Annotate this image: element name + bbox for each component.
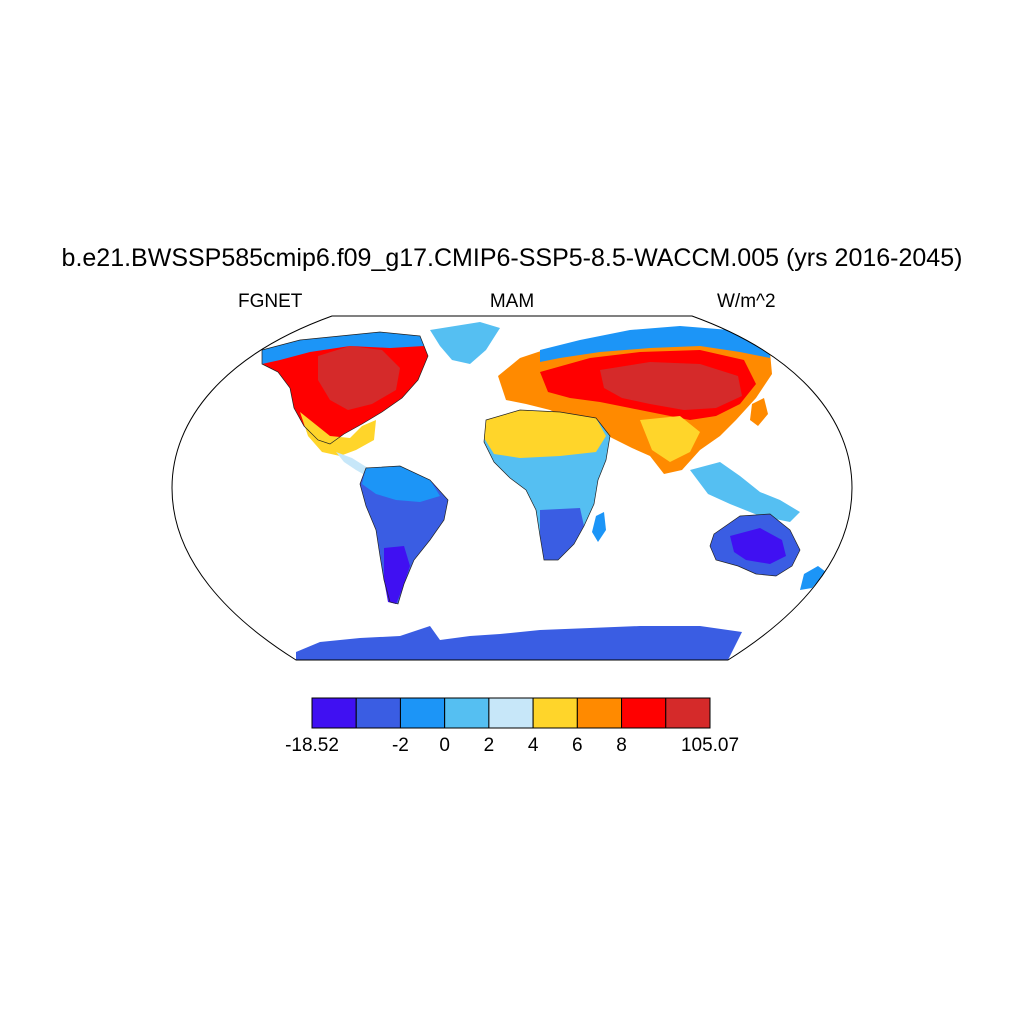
greenland: [430, 322, 500, 364]
colorbar-tick-label: 6: [572, 735, 583, 756]
north-america-south: [300, 412, 376, 456]
siberia-core: [600, 362, 742, 410]
tibet: [640, 416, 700, 462]
map-border: [171, 315, 853, 661]
colorbar-swatch: [621, 697, 667, 729]
land-fields: [262, 322, 826, 660]
colorbar-swatch: [355, 697, 401, 729]
colorbar-swatch: [488, 697, 534, 729]
australia-center: [730, 528, 786, 564]
japan: [750, 398, 768, 426]
colorbar-tick-label: 2: [483, 735, 495, 756]
variable-label: FGNET: [238, 291, 303, 312]
north-america-core: [318, 346, 400, 410]
colorbar-tick-label: 8: [616, 735, 627, 756]
southern-africa: [540, 508, 584, 560]
colorbar-tick-label: 0: [439, 735, 450, 756]
southeast-asia: [690, 462, 800, 522]
colorbar-swatch: [576, 697, 623, 729]
arctic-coast: [540, 326, 770, 362]
antarctica: [296, 626, 742, 660]
units-label: W/m^2: [717, 291, 776, 312]
colorbar-swatch: [665, 697, 711, 729]
colorbar-tick-label: -2: [391, 735, 409, 756]
madagascar: [592, 512, 606, 542]
plot-title: b.e21.BWSSP585cmip6.f09_g17.CMIP6-SSP5-8…: [61, 244, 963, 272]
colorbar-swatch: [311, 697, 357, 729]
colorbar-swatch: [399, 697, 446, 729]
colorbar-swatch: [532, 697, 578, 729]
colorbar-tick-label: -18.52: [285, 735, 339, 756]
colorbar-tick-label: 105.07: [680, 735, 740, 756]
colorbar-tick-label: 4: [527, 735, 539, 756]
new-zealand: [800, 566, 826, 590]
colorbar-swatch: [444, 697, 490, 729]
sahara: [484, 410, 606, 458]
south-america-south: [384, 546, 410, 604]
south-america: [360, 466, 448, 604]
season-label: MAM: [489, 291, 535, 312]
coastlines: [261, 331, 801, 605]
south-america-north: [362, 466, 440, 502]
